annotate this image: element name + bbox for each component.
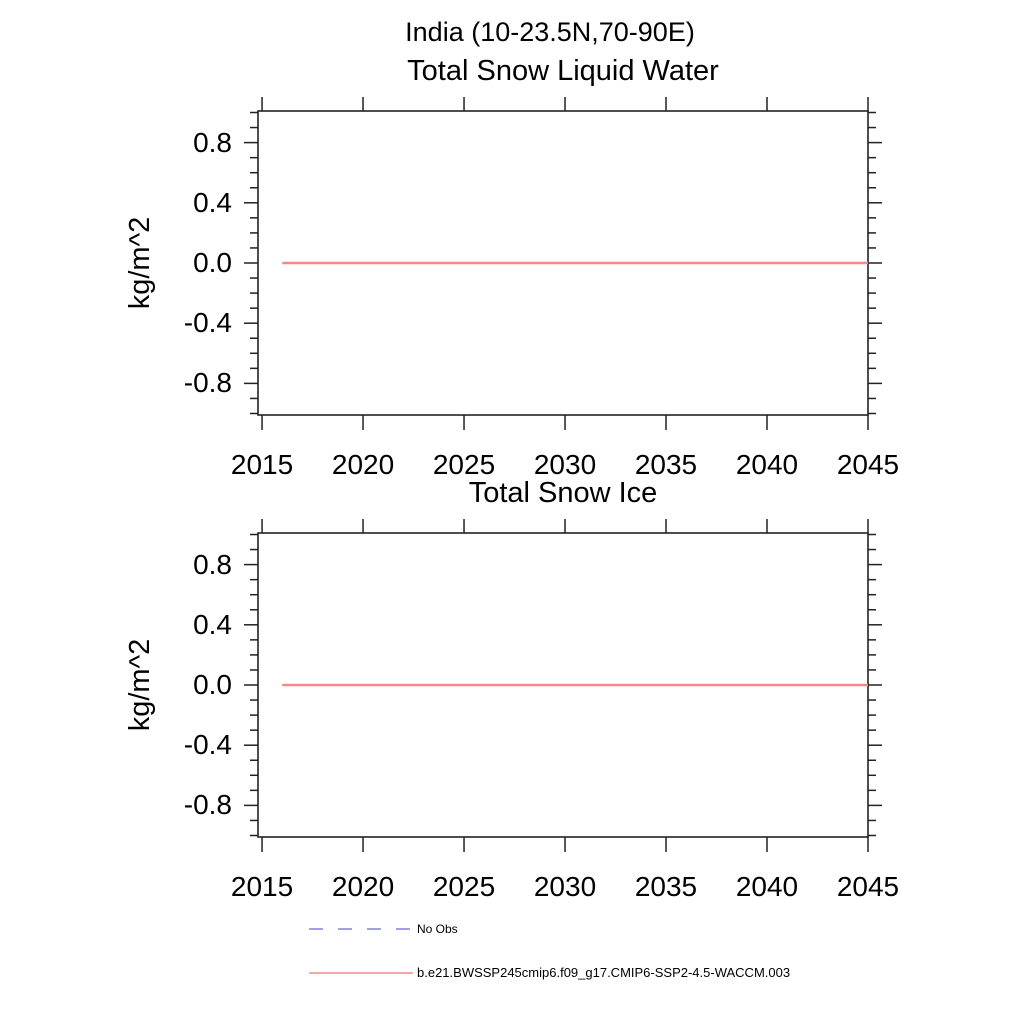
y-tick-label: -0.4 xyxy=(183,307,232,339)
y-tick-label: -0.8 xyxy=(183,789,232,821)
x-tick-label: 2040 xyxy=(735,871,799,902)
page-title: India (10-23.5N,70-90E) xyxy=(405,17,695,47)
x-tick-label: 2020 xyxy=(331,871,395,902)
legend-label-model-run: b.e21.BWSSP245cmip6.f09_g17.CMIP6-SSP2-4… xyxy=(417,965,791,980)
x-tick-label: 2030 xyxy=(533,871,597,902)
x-tick-label: 2030 xyxy=(533,449,597,480)
y-tick-label: 0.0 xyxy=(193,247,232,278)
legend-label-no-obs: No Obs xyxy=(417,922,458,936)
y-tick-label: 0.8 xyxy=(193,126,232,158)
x-tick-label: 2045 xyxy=(836,449,900,480)
x-tick-label: 2040 xyxy=(735,449,799,480)
x-tick-label: 2020 xyxy=(331,449,395,480)
y-tick-label: -0.4 xyxy=(183,729,232,761)
y-tick-label: 0.8 xyxy=(193,548,232,580)
y-tick-label: -0.8 xyxy=(183,367,232,399)
x-tick-label: 2035 xyxy=(634,449,698,480)
plot1-title: Total Snow Liquid Water xyxy=(407,55,719,87)
x-tick-label: 2025 xyxy=(432,449,496,480)
x-tick-label: 2045 xyxy=(836,871,900,902)
x-tick-label: 2015 xyxy=(230,449,294,480)
x-tick-label: 2035 xyxy=(634,871,698,902)
y-tick-label: 0.0 xyxy=(193,669,232,700)
y-tick-label: 0.4 xyxy=(193,186,232,218)
plot2-title: Total Snow Ice xyxy=(468,477,658,509)
y-tick-label: 0.4 xyxy=(193,608,232,640)
x-tick-label: 2025 xyxy=(432,871,496,902)
x-tick-label: 2015 xyxy=(230,871,294,902)
